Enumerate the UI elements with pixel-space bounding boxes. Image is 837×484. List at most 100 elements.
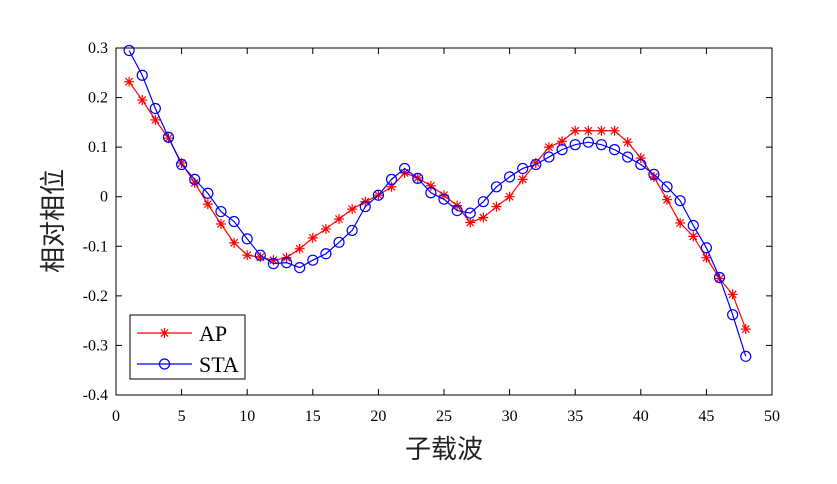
data-point-sta: [149, 102, 161, 115]
data-point-ap: [229, 237, 240, 248]
data-point-ap: [740, 324, 751, 335]
data-point-ap: [504, 191, 515, 202]
y-tick-label: -0.2: [83, 288, 108, 305]
x-tick-label: 20: [370, 408, 386, 425]
data-point-ap: [347, 204, 358, 215]
data-point-sta: [595, 139, 608, 151]
data-point-sta: [451, 204, 463, 217]
data-point-ap: [478, 212, 489, 223]
data-point-sta: [687, 219, 699, 232]
data-point-sta: [661, 181, 673, 193]
x-axis-title: 子载波: [405, 435, 483, 465]
data-point-sta: [254, 249, 266, 261]
y-tick-label: 0: [100, 189, 108, 206]
data-point-sta: [136, 69, 148, 81]
y-tick-label: 0.2: [88, 90, 108, 107]
data-point-sta: [307, 254, 319, 266]
data-point-sta: [280, 257, 293, 269]
data-point-ap: [675, 217, 686, 228]
x-tick-label: 50: [764, 408, 780, 425]
data-point-ap: [202, 199, 213, 210]
data-point-sta: [530, 158, 542, 171]
data-point-ap: [517, 174, 528, 185]
y-tick-label: 0.3: [88, 40, 108, 57]
data-point-sta: [582, 136, 594, 148]
data-point-sta: [202, 187, 214, 199]
data-point-sta: [123, 44, 135, 57]
x-tick-label: 35: [567, 408, 583, 425]
series-layer: [123, 44, 752, 362]
data-point-sta: [267, 258, 280, 270]
data-point-sta: [608, 144, 621, 156]
data-point-sta: [504, 171, 516, 183]
data-point-ap: [688, 231, 699, 242]
data-point-sta: [556, 144, 568, 156]
data-point-ap: [307, 232, 318, 243]
data-point-sta: [320, 248, 332, 260]
data-point-sta: [425, 187, 437, 199]
data-point-sta: [477, 196, 489, 208]
data-point-ap: [491, 201, 502, 212]
data-point-ap: [150, 114, 161, 125]
data-point-ap: [215, 218, 226, 229]
data-point-sta: [700, 242, 713, 254]
data-point-ap: [609, 125, 620, 136]
data-point-ap: [320, 223, 331, 234]
x-tick-label: 25: [436, 408, 452, 425]
data-point-ap: [543, 142, 554, 153]
x-tick-label: 30: [502, 408, 518, 425]
data-point-sta: [713, 271, 726, 284]
legend-ap-marker: [159, 328, 170, 338]
data-point-ap: [596, 125, 607, 136]
data-point-sta: [740, 350, 752, 362]
data-point-sta: [228, 215, 240, 228]
y-tick-label: -0.1: [83, 238, 108, 255]
data-point-ap: [465, 217, 476, 228]
data-point-ap: [701, 252, 712, 263]
legend-ap-asterisk: [159, 328, 170, 338]
data-point-sta: [517, 162, 529, 175]
data-point-sta: [648, 168, 660, 181]
y-tick-label: -0.4: [83, 387, 108, 404]
x-tick-label: 5: [178, 408, 186, 425]
data-point-ap: [662, 194, 673, 205]
data-point-sta: [490, 181, 503, 193]
data-point-ap: [570, 125, 581, 136]
series-line-ap: [128, 81, 747, 330]
data-point-sta: [464, 207, 476, 219]
y-axis-title: 相对相位: [39, 169, 69, 273]
data-point-ap: [648, 171, 659, 182]
legend-ap-label: AP: [199, 321, 227, 346]
data-point-ap: [137, 95, 148, 106]
data-point-sta: [359, 201, 371, 213]
data-point-sta: [215, 205, 227, 218]
data-point-sta: [727, 309, 739, 321]
data-point-sta: [635, 158, 647, 171]
plot-area-frame: [115, 47, 773, 396]
data-point-sta: [385, 173, 398, 185]
data-point-sta: [372, 189, 384, 201]
data-point-sta: [162, 131, 175, 143]
data-point-sta: [622, 151, 634, 163]
data-point-sta: [294, 262, 306, 274]
data-point-sta: [176, 158, 188, 171]
data-point-ap: [124, 76, 135, 87]
data-point-ap: [334, 214, 345, 225]
y-tick-label: 0.1: [88, 139, 108, 156]
data-point-ap: [727, 289, 738, 300]
data-point-sta: [569, 139, 581, 151]
data-point-ap: [242, 250, 253, 261]
data-point-ap: [622, 137, 633, 148]
tick-labels: 0 5 10 15 20 25 30 35 40 45 50 -0.4 -0.3 -0.2 -0.1 0 0.1…: [83, 40, 780, 425]
x-tick-label: 45: [698, 408, 714, 425]
x-tick-label: 15: [305, 408, 321, 425]
data-point-sta: [241, 233, 253, 245]
legend-sta-label: STA: [199, 352, 239, 377]
data-point-sta: [189, 173, 201, 185]
data-point-sta: [543, 151, 555, 163]
data-point-sta: [346, 224, 358, 237]
legend-box: [129, 314, 246, 380]
data-point-ap: [557, 136, 568, 147]
legend: AP STA: [129, 314, 246, 380]
